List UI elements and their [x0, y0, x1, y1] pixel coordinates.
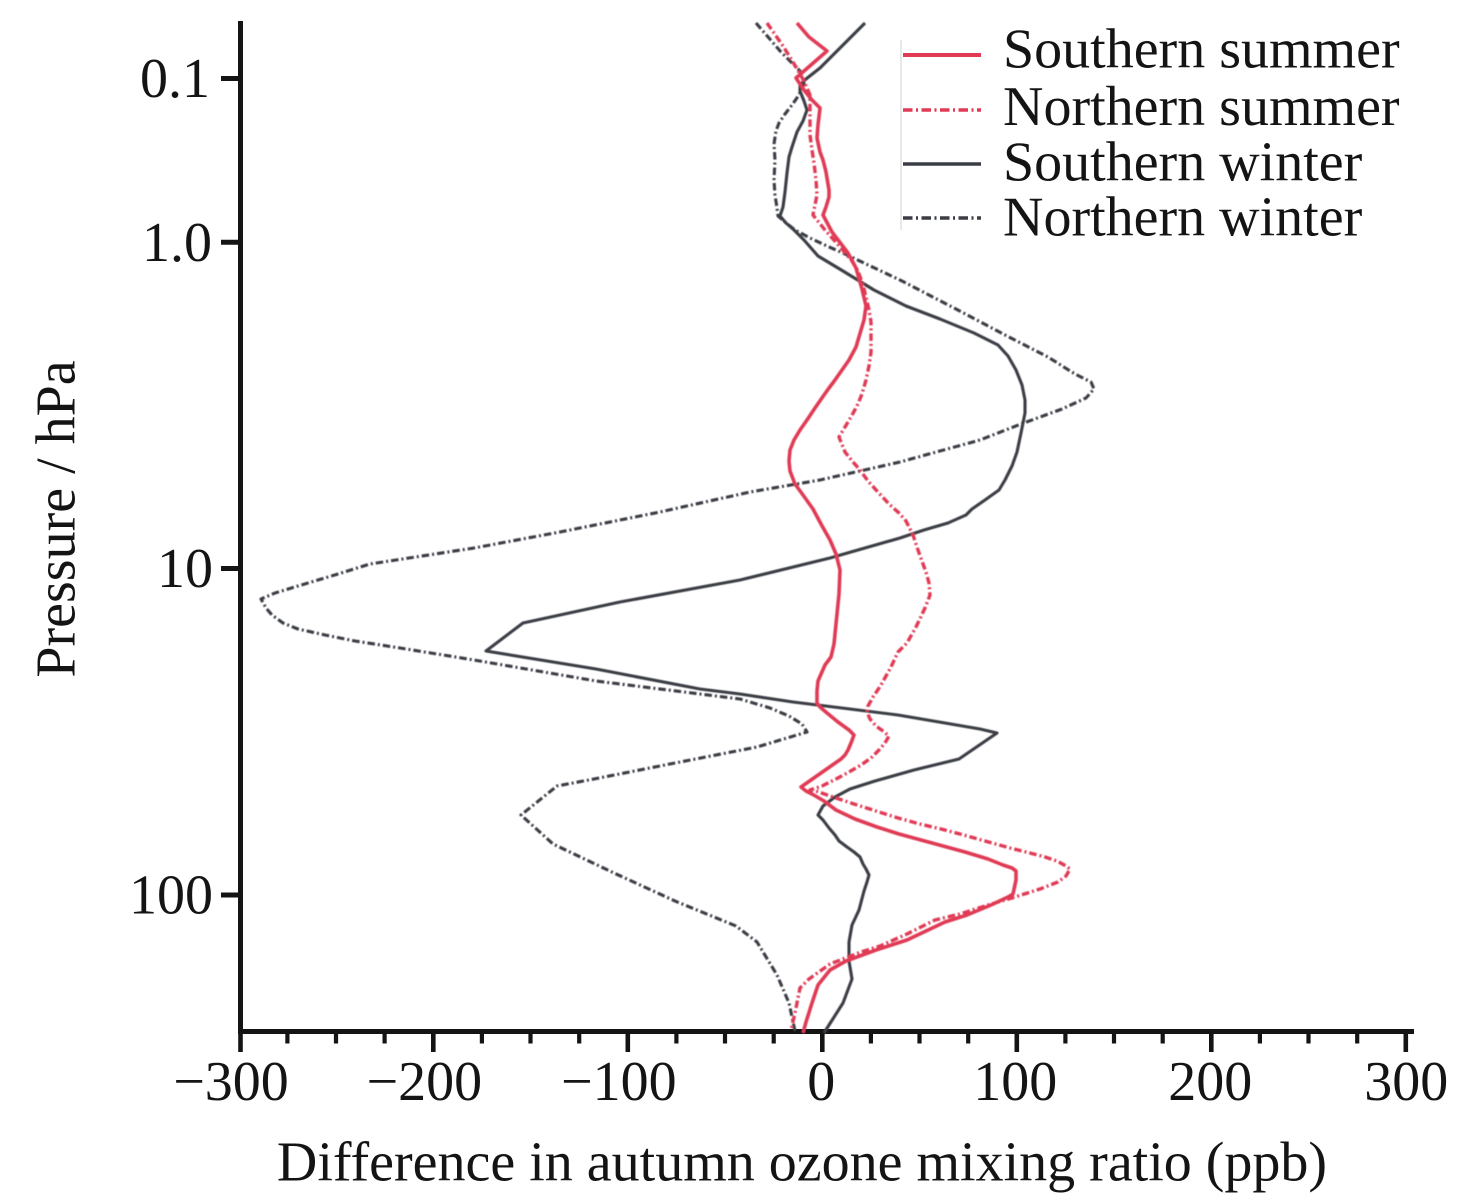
svg-text:0.1: 0.1: [140, 48, 210, 110]
svg-text:−300: −300: [173, 1051, 289, 1113]
svg-text:10: 10: [157, 538, 213, 600]
svg-text:Northern summer: Northern summer: [1003, 76, 1400, 138]
svg-text:−100: −100: [561, 1051, 677, 1113]
svg-text:0: 0: [807, 1051, 835, 1113]
svg-text:1.0: 1.0: [142, 212, 212, 274]
svg-text:Pressure / hPa: Pressure / hPa: [26, 360, 88, 677]
svg-text:100: 100: [973, 1051, 1057, 1113]
svg-text:−200: −200: [367, 1051, 483, 1113]
svg-text:Southern winter: Southern winter: [1003, 132, 1363, 194]
svg-text:300: 300: [1364, 1051, 1448, 1113]
svg-text:Difference in autumn ozone mix: Difference in autumn ozone mixing ratio …: [277, 1132, 1327, 1194]
svg-text:100: 100: [129, 865, 213, 927]
svg-text:Southern summer: Southern summer: [1003, 19, 1400, 81]
svg-text:200: 200: [1168, 1051, 1252, 1113]
svg-text:Northern winter: Northern winter: [1003, 187, 1363, 249]
